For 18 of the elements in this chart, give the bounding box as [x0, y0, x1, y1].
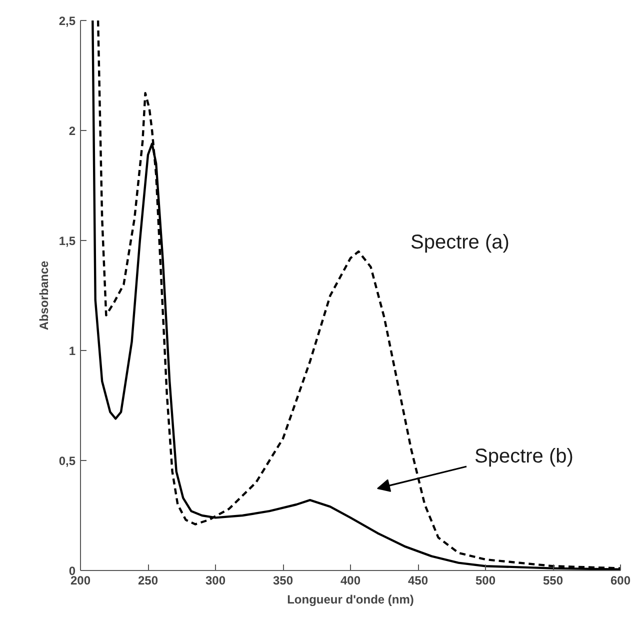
y-tick-label: 2 — [68, 124, 76, 138]
y-tick-label: 1,5 — [58, 234, 76, 248]
x-tick-label: 450 — [408, 574, 428, 588]
x-tick-label: 300 — [205, 574, 226, 588]
x-tick-label: 550 — [542, 574, 564, 588]
x-tick-label: 200 — [70, 574, 91, 588]
annotation: Spectre (a) — [410, 232, 510, 254]
x-axis-title: Longueur d'onde (nm) — [287, 592, 414, 606]
annotation: Spectre (b) — [474, 446, 574, 468]
x-tick-label: 400 — [340, 574, 361, 588]
x-tick-label: 500 — [475, 574, 496, 588]
x-tick-label: 600 — [610, 574, 631, 588]
x-tick-label: 250 — [138, 574, 158, 588]
y-axis-title: Absorbance — [36, 260, 51, 330]
x-tick-label: 350 — [272, 574, 294, 588]
y-tick-label: 1 — [68, 344, 76, 358]
y-tick-label: 0,5 — [58, 454, 76, 468]
y-tick-label: 2,5 — [58, 14, 76, 28]
